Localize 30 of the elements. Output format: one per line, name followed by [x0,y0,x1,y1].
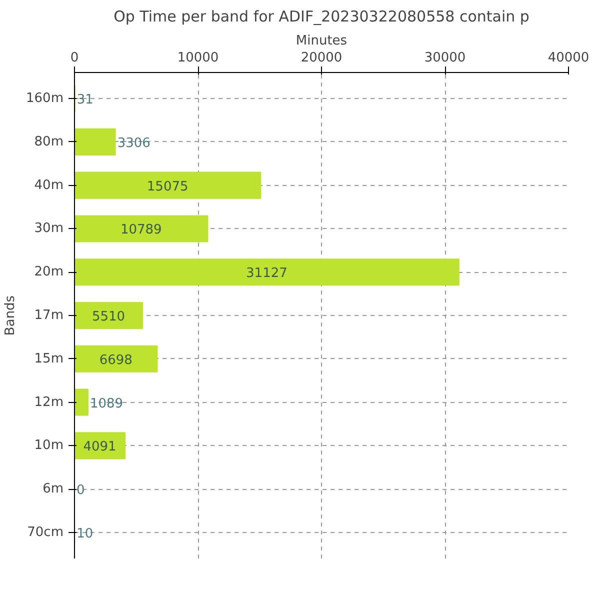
data-label: 31127 [246,266,288,282]
y-tick-label: 40m [34,178,64,193]
x-tick-label: 10000 [177,50,219,66]
y-tick-label: 160m [26,91,64,106]
data-label: 15075 [146,179,188,194]
data-label: 3306 [117,136,150,151]
data-label: 6698 [99,352,132,368]
y-axis-title: Bands [3,295,18,336]
y-tick-label: 20m [34,264,64,280]
chart-title: Op Time per band for ADIF_20230322080558 contain p [114,8,530,26]
y-tick-label: 17m [34,308,64,323]
x-tick-label: 40000 [548,50,590,66]
y-tick-label: 30m [34,221,64,236]
data-label: 4091 [83,440,116,455]
data-label: 0 [76,483,85,498]
x-tick-label: 0 [70,50,79,66]
y-tick-label: 80m [34,134,64,150]
data-label: 31 [76,92,94,108]
data-label: 5510 [92,310,126,324]
x-tick-label: 20000 [300,50,342,66]
y-tick-label: 70cm [27,524,64,540]
x-tick-label: 30000 [424,50,466,66]
x-axis-title: Minutes [296,34,348,48]
data-label: 10 [76,526,94,542]
y-tick-label: 10m [34,438,64,454]
data-label: 1089 [90,396,124,412]
y-tick-label: 6m [42,482,64,497]
y-tick-label: 15m [34,351,64,366]
data-label: 10789 [120,222,162,238]
y-tick-label: 12m [34,394,64,410]
